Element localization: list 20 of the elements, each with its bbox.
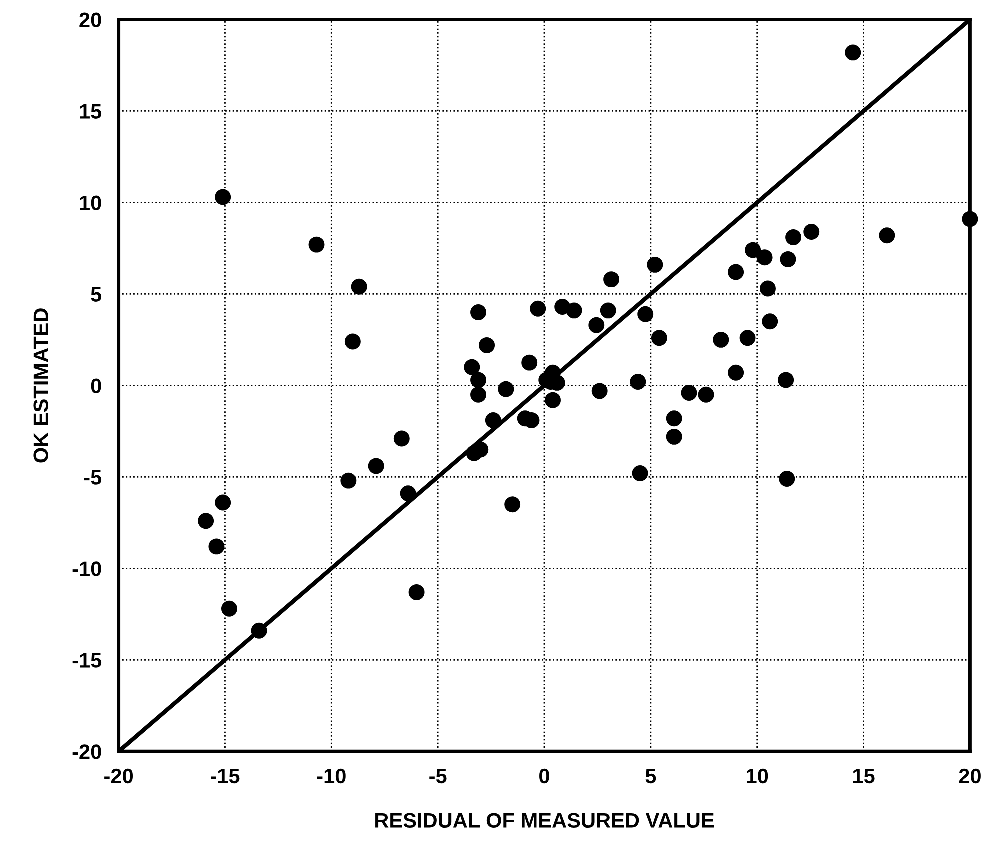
x-tick-label: -10 — [317, 768, 346, 784]
y-tick-label: -20 — [72, 744, 102, 760]
y-tick-label: 5 — [91, 287, 102, 302]
x-tick-label: 5 — [646, 769, 656, 784]
y-tick-label: 20 — [80, 12, 102, 28]
y-tick-label: 15 — [80, 104, 102, 119]
x-tick-label: 15 — [854, 769, 875, 784]
x-tick-label: 20 — [959, 768, 981, 784]
x-tick-label: 10 — [747, 768, 768, 784]
y-tick-label: 10 — [80, 196, 102, 210]
y-tick-label: 0 — [91, 378, 102, 394]
x-tick-label: -15 — [210, 769, 240, 784]
x-tick-label: 0 — [540, 768, 550, 784]
y-tick-label: -10 — [72, 562, 102, 576]
y-tick-label: -5 — [84, 470, 102, 485]
x-tick-label: -5 — [430, 769, 447, 784]
y-axis-title: OK ESTIMATED — [34, 308, 48, 463]
y-tick-label: -15 — [72, 653, 102, 668]
x-axis-title: RESIDUAL OF MEASURED VALUE — [376, 813, 714, 828]
x-tick-label: -20 — [104, 768, 134, 784]
